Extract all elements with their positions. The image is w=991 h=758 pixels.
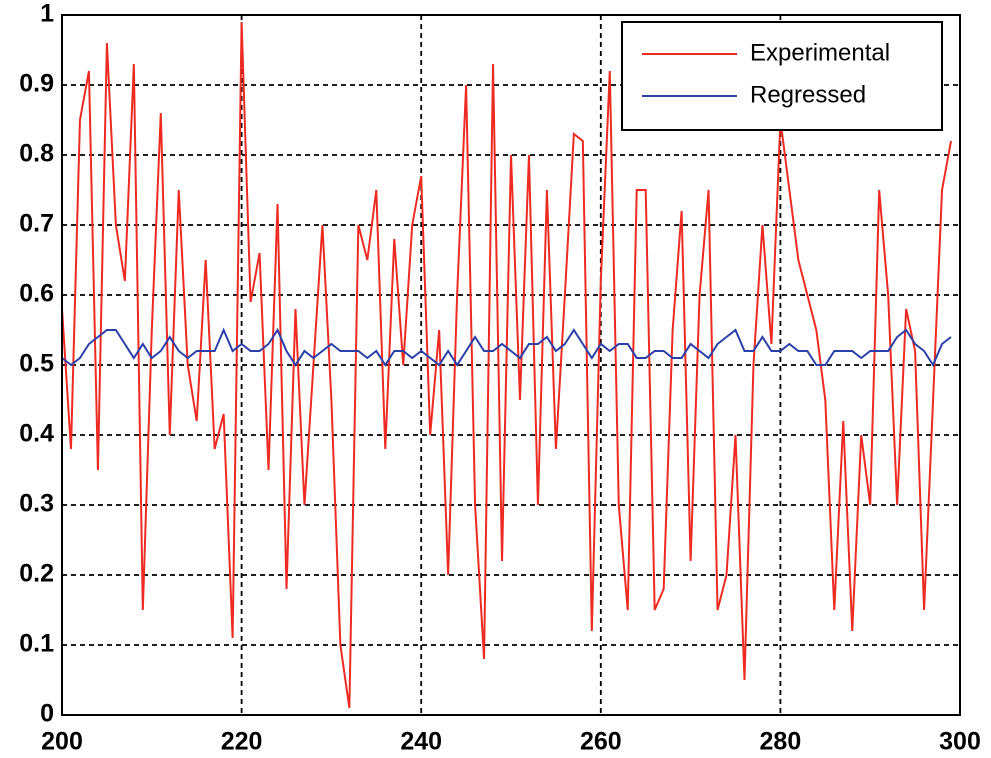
y-tick-label: 0.9 xyxy=(19,70,54,98)
y-tick-label: 0.8 xyxy=(19,140,54,168)
y-tick-label: 0.3 xyxy=(19,490,54,518)
y-tick-label: 0 xyxy=(40,700,54,728)
x-tick-label: 200 xyxy=(41,728,83,756)
x-tick-label: 300 xyxy=(939,728,981,756)
x-tick-label: 220 xyxy=(221,728,263,756)
y-tick-label: 0.5 xyxy=(19,350,54,378)
series-line xyxy=(61,21,953,709)
legend-box xyxy=(621,21,943,131)
y-tick-label: 0.6 xyxy=(19,280,54,308)
x-tick-label: 280 xyxy=(760,728,802,756)
y-tick-label: 0.1 xyxy=(19,630,54,658)
x-tick-label: 240 xyxy=(400,728,442,756)
y-tick-label: 0.7 xyxy=(19,210,54,238)
legend-label: Experimental xyxy=(750,39,890,66)
y-tick-label: 1 xyxy=(40,0,54,28)
series-line xyxy=(61,327,952,368)
plot-border xyxy=(61,14,961,716)
legend-label: Regressed xyxy=(750,81,866,108)
x-tick-label: 260 xyxy=(580,728,622,756)
y-tick-label: 0.4 xyxy=(19,420,54,448)
y-tick-label: 0.2 xyxy=(19,560,54,588)
